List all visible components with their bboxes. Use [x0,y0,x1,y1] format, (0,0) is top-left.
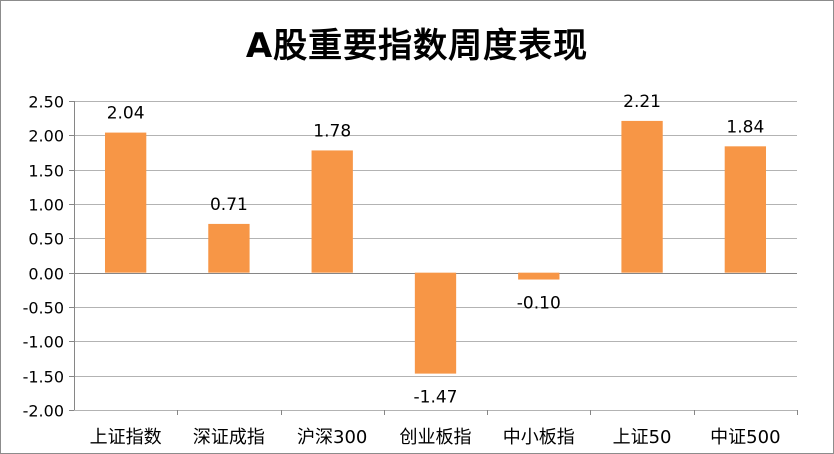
bar [104,132,147,273]
y-tick-label: 2.00 [28,127,64,146]
category-labels: 上证指数 深证成指 沪深300 创业板指 中小板指 上证50 中证500 [90,427,781,448]
data-labels: 2.04 0.71 1.78 -1.47 -0.10 2.21 1.84 [107,92,765,408]
y-tick-label: -0.50 [23,299,64,318]
category-label: 上证50 [613,427,672,448]
bar [311,150,353,273]
category-label: 创业板指 [400,427,472,448]
bar [621,120,663,273]
bar [518,272,560,280]
data-label: 1.78 [313,121,351,141]
y-tick-labels: 2.50 2.00 1.50 1.00 0.50 0.00 -0.50 -1.00 -1.50 -… [23,93,64,421]
data-label: 0.71 [210,195,248,215]
y-tick-label: 0.00 [28,265,64,284]
category-label: 沪深300 [297,427,367,448]
category-label: 上证指数 [90,427,162,448]
category-label: 深证成指 [193,427,265,448]
data-label: -1.47 [414,388,458,408]
y-tick-label: -1.50 [23,368,64,387]
y-tick-label: -1.00 [23,333,64,352]
bar [208,223,250,273]
y-tick-label: -2.00 [23,402,64,421]
y-tick-label: 0.50 [28,230,64,249]
bar [414,272,457,374]
data-label: 2.21 [623,92,661,112]
category-label: 中证500 [710,427,780,448]
y-tick-label: 2.50 [28,93,64,112]
y-tick-label: 1.50 [28,162,64,181]
data-label: -0.10 [517,294,561,314]
bar [724,146,767,273]
y-tick-label: 1.00 [28,196,64,215]
data-label: 1.84 [726,117,764,137]
category-label: 中小板指 [503,427,575,448]
chart-title: A股重要指数周度表现 [245,26,589,66]
data-label: 2.04 [107,104,145,124]
bars [104,120,767,374]
